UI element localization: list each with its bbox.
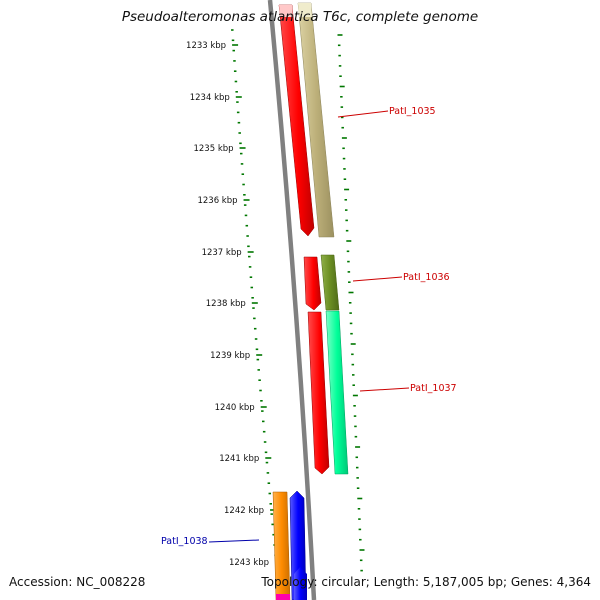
scale-tick-label: 1239 kbp <box>210 351 250 361</box>
gene-feature-magenta[interactable] <box>276 594 290 600</box>
gene-label-pati-1038[interactable]: PatI_1038 <box>161 536 208 547</box>
scale-tick-label: 1233 kbp <box>186 41 226 51</box>
label-leader-line <box>337 110 389 118</box>
scale-tick-label: 1238 kbp <box>206 299 246 309</box>
label-leader-line <box>352 276 403 282</box>
scale-tick-label: 1236 kbp <box>197 196 237 206</box>
scale-tick-label: 1241 kbp <box>219 454 259 464</box>
gene-features <box>272 2 349 600</box>
gene-labels: PatI_1035 PatI_1036 PatI_1037 PatI_1038 <box>161 106 457 547</box>
gene-feature-red[interactable] <box>303 256 322 311</box>
scale-tick-label: 1242 kbp <box>224 506 264 516</box>
map-title: Pseudoalteromonas atlantica T6c, complet… <box>121 9 479 25</box>
scale-tick-label: 1243 kbp <box>229 558 269 568</box>
scale-ring <box>231 29 278 567</box>
gene-label-pati-1035[interactable]: PatI_1035 <box>389 106 436 117</box>
genome-summary: Topology: circular; Length: 5,187,005 bp… <box>261 575 591 589</box>
scale-tick-label: 1235 kbp <box>193 144 233 154</box>
gene-label-pati-1037[interactable]: PatI_1037 <box>410 383 457 394</box>
gene-feature-blue[interactable] <box>294 567 307 600</box>
gene-feature-olive[interactable] <box>320 254 340 311</box>
scale-tick-label: 1234 kbp <box>190 93 230 103</box>
gene-feature-pink <box>279 5 293 17</box>
scale-ticks: 1233 kbp 1234 kbp 1235 kbp 1236 kbp 1237 kbp… <box>186 41 281 568</box>
gene-feature-cream <box>298 3 312 17</box>
label-leader-line <box>359 387 410 392</box>
gene-feature-orange[interactable] <box>272 491 291 600</box>
genome-backbone <box>267 0 317 600</box>
scale-tick-label: 1240 kbp <box>215 403 255 413</box>
gene-feature-red[interactable] <box>307 311 330 475</box>
scale-tick-label: 1237 kbp <box>202 248 242 258</box>
accession-text: Accession: NC_008228 <box>9 575 146 589</box>
gene-label-pati-1036[interactable]: PatI_1036 <box>403 272 450 283</box>
gene-feature-spring-green[interactable] <box>325 310 349 475</box>
label-leader-line <box>208 539 260 543</box>
outer-ring <box>337 34 365 572</box>
